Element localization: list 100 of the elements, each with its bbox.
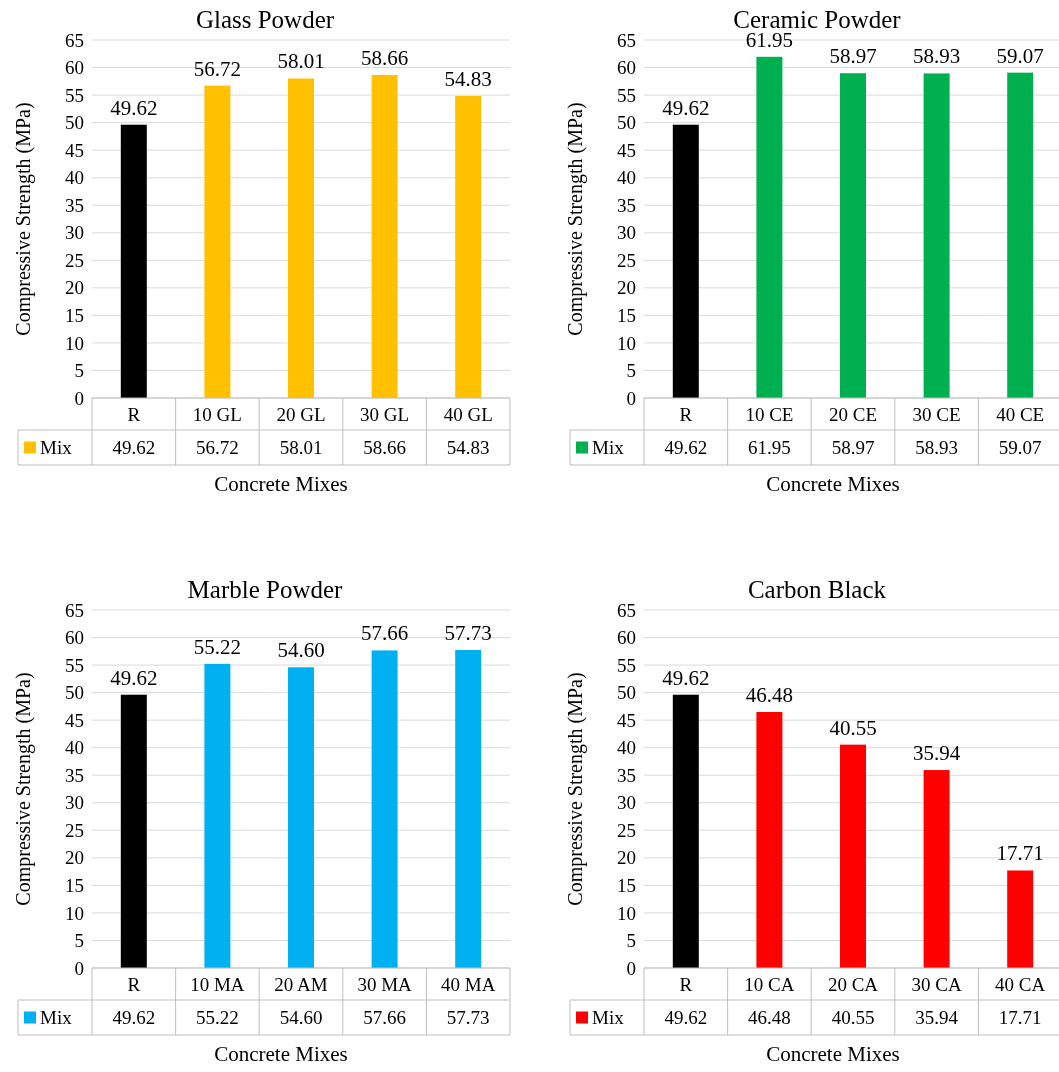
y-tick-label: 25 (65, 249, 84, 271)
x-tick-label: 30 MA (357, 973, 413, 995)
x-tick-label: 40 CE (996, 403, 1045, 425)
text: 59.07 (996, 43, 1044, 68)
x-tick-label: 20 CE (828, 403, 878, 425)
data-label: 59.07 (998, 437, 1042, 459)
bar (204, 663, 231, 968)
y-tick-label: 40 (65, 737, 84, 759)
chart-title: Marble Powder (187, 576, 344, 603)
y-tick-label: 45 (65, 709, 84, 731)
y-tick-label: 60 (617, 57, 636, 79)
x-tick-label: 10 CA (744, 973, 795, 995)
y-tick-label: 45 (617, 139, 636, 161)
x-tick-label: 40 MA (441, 973, 496, 995)
y-axis-title: Compressive Strength (MPa) (564, 102, 587, 336)
data-label: 58.66 (363, 437, 406, 459)
y-tick-label: 55 (617, 84, 636, 106)
y-tick-label: 40 (65, 167, 84, 189)
y-tick-label: 30 (617, 222, 636, 244)
bar (204, 85, 231, 398)
y-tick-label: 10 (617, 332, 636, 354)
x-tick-label: R (127, 403, 141, 425)
y-tick-label: 65 (65, 29, 84, 51)
text: 58.97 (829, 44, 877, 69)
text: 57.66 (360, 621, 409, 646)
x-tick-label: 40 GL (443, 403, 493, 425)
y-tick-label: 30 (65, 792, 84, 814)
text: 17.71 (996, 841, 1044, 866)
data-label: 40.55 (831, 1007, 875, 1029)
bar (840, 744, 866, 968)
text: 54.83 (444, 67, 492, 92)
y-tick-label: 45 (65, 139, 84, 161)
y-tick-label: 40 (617, 167, 636, 189)
y-tick-label: 5 (74, 930, 84, 952)
y-tick-label: 5 (74, 360, 84, 382)
legend-label: Mix (40, 1007, 73, 1029)
y-tick-label: 25 (617, 249, 636, 271)
x-tick-label: R (679, 403, 693, 425)
y-tick-label: 5 (626, 360, 636, 382)
bar (756, 56, 783, 398)
bar (923, 770, 950, 968)
bar (371, 74, 398, 398)
bar (288, 78, 314, 398)
y-tick-label: 65 (617, 599, 636, 621)
y-axis-title: Compressive Strength (MPa) (12, 102, 35, 336)
y-tick-label: 55 (617, 654, 636, 676)
y-tick-label: 40 (617, 737, 636, 759)
data-label: 61.95 (748, 437, 791, 459)
y-tick-label: 15 (65, 305, 84, 327)
data-label: 49.62 (112, 437, 156, 459)
y-tick-label: 0 (74, 387, 84, 409)
y-tick-label: 35 (65, 194, 84, 216)
x-axis-title: Concrete Mixes (214, 472, 348, 496)
data-label: 35.94 (915, 1007, 959, 1029)
x-tick-label: 30 CE (912, 403, 961, 425)
y-tick-label: 45 (617, 709, 636, 731)
data-label: 17.71 (998, 1007, 1042, 1029)
data-label: 49.62 (664, 1007, 708, 1029)
y-tick-label: 10 (65, 332, 84, 354)
text: 58.66 (360, 45, 409, 70)
text: 54.60 (277, 638, 325, 663)
y-tick-label: 10 (617, 902, 636, 924)
bar (840, 73, 866, 398)
legend-label: Mix (592, 1007, 625, 1029)
y-tick-label: 30 (617, 792, 636, 814)
data-label: 54.60 (279, 1007, 323, 1029)
y-tick-label: 20 (65, 847, 84, 869)
y-tick-label: 65 (617, 29, 636, 51)
y-tick-label: 50 (65, 112, 84, 134)
text: 49.62 (662, 95, 710, 120)
text: 40.55 (829, 715, 877, 740)
bar (672, 124, 699, 398)
bar (120, 124, 147, 398)
legend-label: Mix (40, 437, 73, 459)
x-tick-label: 20 GL (276, 403, 326, 425)
data-label: 55.22 (196, 1007, 239, 1029)
x-axis-title: Concrete Mixes (766, 472, 900, 496)
y-tick-label: 0 (626, 957, 636, 979)
y-axis-title: Compressive Strength (MPa) (12, 672, 35, 906)
y-tick-label: 5 (626, 930, 636, 952)
x-axis-title: Concrete Mixes (766, 1042, 900, 1066)
y-tick-label: 65 (65, 599, 84, 621)
y-tick-label: 35 (617, 194, 636, 216)
y-tick-label: 55 (65, 654, 84, 676)
text: 35.94 (912, 741, 961, 766)
text: 57.73 (444, 621, 492, 646)
bar (120, 694, 147, 968)
bar (672, 694, 699, 968)
y-tick-label: 35 (617, 764, 636, 786)
data-label: 54.83 (446, 437, 490, 459)
y-tick-label: 25 (65, 819, 84, 841)
y-tick-label: 60 (617, 627, 636, 649)
y-tick-label: 0 (74, 957, 84, 979)
y-tick-label: 50 (617, 682, 636, 704)
y-tick-label: 60 (65, 57, 84, 79)
x-axis-title: Concrete Mixes (214, 1042, 348, 1066)
x-tick-label: 10 GL (192, 403, 242, 425)
bar (923, 73, 950, 398)
text: 49.62 (110, 665, 158, 690)
legend-label: Mix (592, 437, 625, 459)
